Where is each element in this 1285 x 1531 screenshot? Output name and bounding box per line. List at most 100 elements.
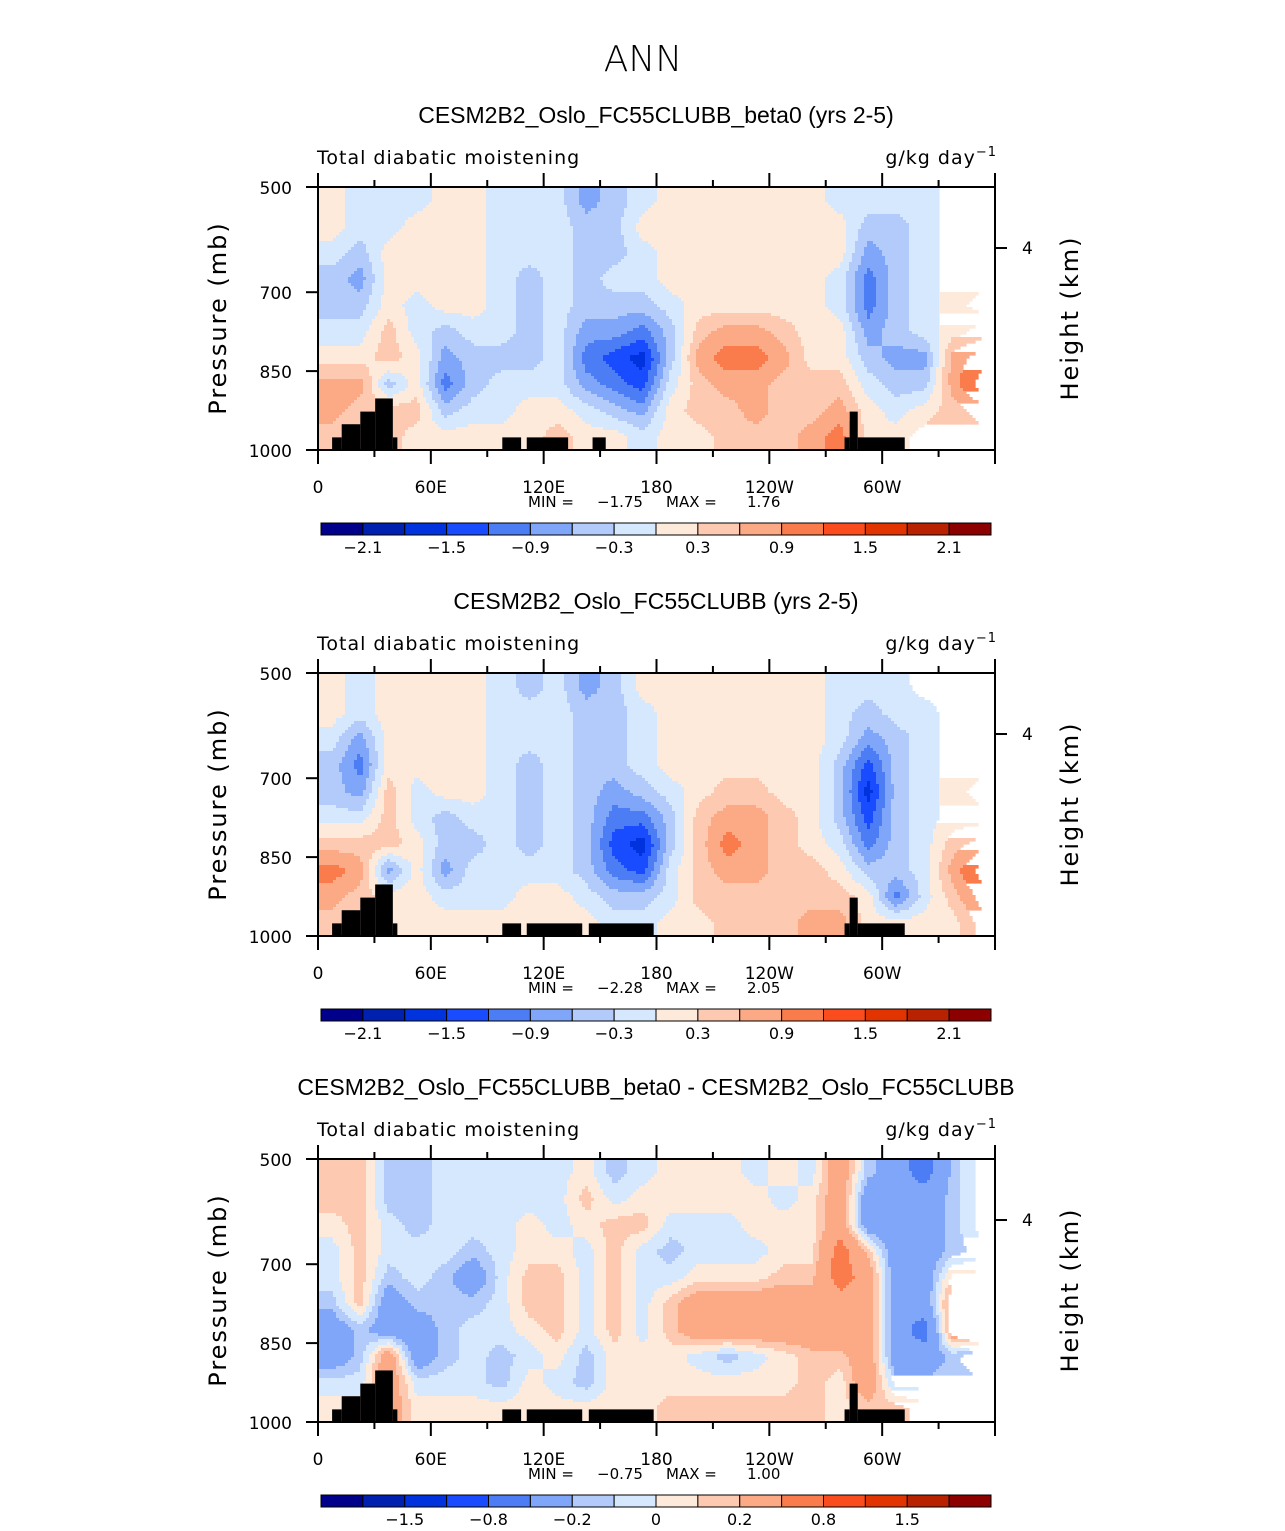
contour-cell	[789, 352, 805, 356]
contour-cell	[594, 1198, 610, 1202]
contour-cell	[834, 811, 844, 815]
contour-cell	[909, 862, 931, 866]
contour-cell	[357, 769, 364, 773]
contour-cell	[411, 874, 424, 878]
contour-cell	[768, 1162, 799, 1166]
contour-cell	[318, 889, 355, 893]
contour-cell	[585, 364, 610, 368]
contour-cell	[888, 388, 925, 392]
contour-cell	[933, 1162, 952, 1166]
contour-cell	[855, 895, 874, 899]
contour-cell	[684, 301, 826, 305]
contour-cell	[378, 1258, 451, 1262]
contour-cell	[318, 814, 370, 818]
contour-cell	[591, 841, 601, 845]
contour-cell	[486, 679, 517, 683]
contour-cell	[885, 1273, 892, 1277]
contour-cell	[474, 829, 517, 833]
contour-cell	[579, 397, 604, 401]
contour-cell	[636, 1264, 697, 1268]
contour-cell	[885, 781, 892, 785]
contour-cell	[621, 406, 649, 410]
contour-cell	[573, 736, 628, 740]
contour-cell	[708, 835, 724, 839]
contour-cell	[588, 1189, 604, 1193]
contour-cell	[384, 1159, 433, 1163]
contour-cell	[960, 1201, 976, 1205]
contour-cell	[516, 679, 544, 683]
contour-cell	[960, 1219, 976, 1223]
contour-cell	[318, 1243, 337, 1247]
contour-cell	[834, 820, 847, 824]
contour-cell	[894, 367, 925, 371]
contour-cell	[543, 787, 574, 791]
contour-cell	[930, 349, 940, 353]
contour-cell	[636, 1285, 664, 1289]
contour-cell	[363, 385, 373, 389]
contour-cell	[342, 1219, 367, 1223]
contour-cell	[864, 217, 904, 221]
contour-cell	[318, 313, 364, 317]
contour-cell	[891, 802, 910, 806]
units-exponent: −1	[976, 145, 997, 160]
contour-cell	[768, 1180, 799, 1184]
contour-cell	[711, 820, 769, 824]
units-text: g/kg day	[885, 147, 976, 169]
contour-cell	[375, 352, 403, 356]
contour-cell	[432, 1276, 454, 1280]
contour-cell	[444, 796, 484, 800]
contour-cell	[591, 832, 604, 836]
contour-cell	[348, 1231, 367, 1235]
contour-cell	[621, 862, 649, 866]
contour-cell	[891, 814, 910, 818]
contour-cell	[318, 349, 379, 353]
contour-cell	[876, 304, 889, 308]
y-axis-label: Pressure (mb)	[204, 707, 232, 900]
contour-cell	[552, 1234, 574, 1238]
contour-cell	[336, 235, 394, 239]
contour-cell	[318, 718, 337, 722]
contour-cell	[852, 325, 862, 329]
contour-cell	[570, 433, 625, 437]
contour-cell	[822, 1171, 829, 1175]
contour-cell	[657, 718, 826, 722]
contour-cell	[516, 829, 544, 833]
terrain-mask	[332, 923, 342, 936]
contour-cell	[939, 406, 964, 410]
contour-cell	[762, 418, 817, 422]
contour-cell	[888, 745, 910, 749]
contour-cell	[861, 1189, 865, 1193]
contour-cell	[858, 787, 865, 791]
contour-cell	[435, 847, 484, 851]
panel-2: CESM2B2_Oslo_FC55CLUBB (yrs 2-5)Total di…	[204, 588, 1084, 1043]
contour-cell	[336, 1300, 346, 1304]
contour-cell	[945, 1228, 961, 1232]
contour-cell	[369, 775, 376, 779]
contour-cell	[693, 835, 709, 839]
contour-cell	[519, 274, 541, 278]
contour-cell	[588, 910, 670, 914]
contour-cell	[540, 274, 574, 278]
contour-cell	[945, 361, 952, 365]
contour-cell	[657, 748, 823, 752]
contour-cell	[660, 844, 667, 848]
contour-cell	[927, 400, 943, 404]
contour-cell	[411, 814, 436, 818]
contour-cell	[831, 877, 853, 881]
contour-cell	[843, 376, 859, 380]
contour-cell	[339, 850, 376, 854]
contour-cell	[417, 211, 487, 215]
contour-cell	[432, 1171, 574, 1175]
contour-cell	[471, 859, 574, 863]
contour-cell	[465, 370, 502, 374]
contour-cell	[864, 886, 877, 890]
contour-cell	[939, 310, 979, 314]
contour-cell	[855, 295, 865, 299]
contour-cell	[381, 337, 397, 341]
contour-cell	[960, 1162, 976, 1166]
contour-cell	[825, 739, 847, 743]
contour-cell	[612, 415, 655, 419]
contour-cell	[846, 406, 859, 410]
contour-cell	[381, 304, 403, 308]
contour-cell	[846, 739, 859, 743]
